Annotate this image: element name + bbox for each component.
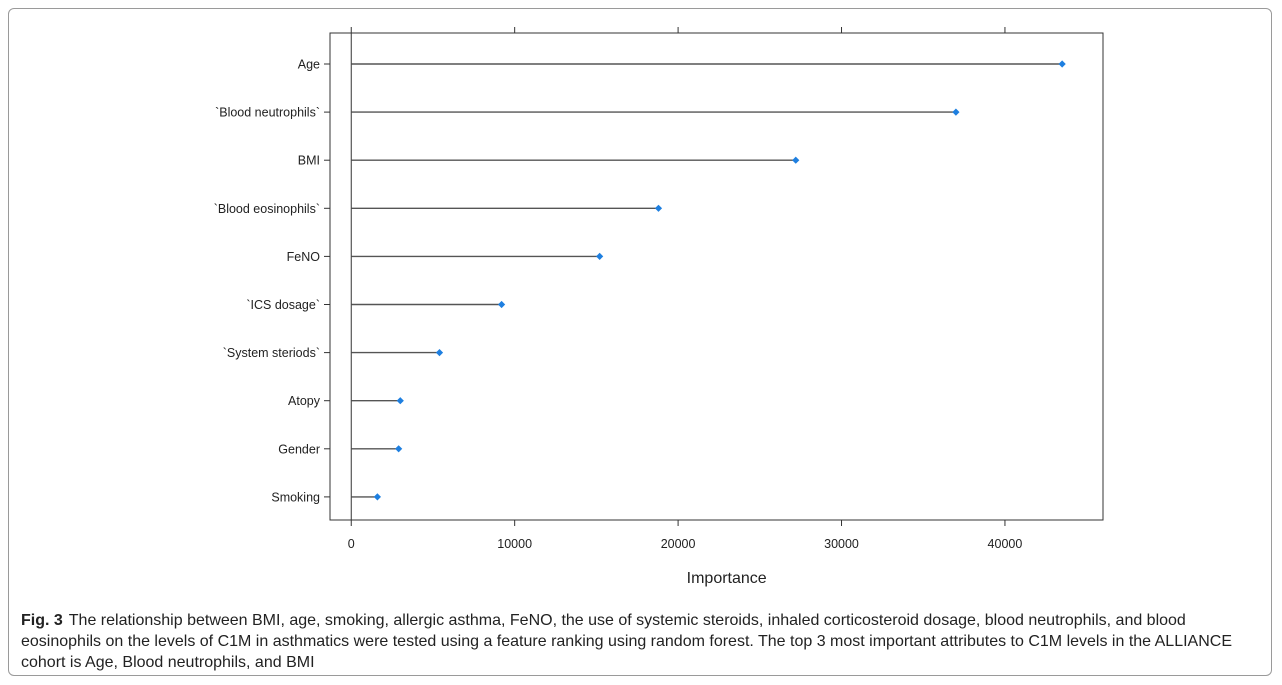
- category-label: `Blood neutrophils`: [215, 106, 320, 120]
- category-label: `Blood eosinophils`: [214, 202, 320, 216]
- lollipop-point: [792, 156, 800, 164]
- lollipop-point: [497, 300, 506, 309]
- x-tick-label: 0: [348, 537, 355, 551]
- lollipop-point: [396, 397, 404, 405]
- lollipop-marks: [351, 60, 1066, 501]
- caption-text: The relationship between BMI, age, smoki…: [21, 612, 1232, 671]
- lollipop-point: [952, 108, 960, 116]
- category-label: `System steriods`: [223, 346, 320, 360]
- x-axis: 0 10000 20000 30000 40000: [348, 520, 1023, 551]
- lollipop-point: [373, 493, 381, 501]
- x-axis-label: Importance: [687, 570, 767, 587]
- category-label: `ICS dosage`: [246, 298, 320, 312]
- x-tick-label: 10000: [497, 537, 532, 551]
- figure-caption: Fig. 3 The relationship between BMI, age,…: [21, 610, 1256, 673]
- x-tick-label: 20000: [661, 537, 696, 551]
- plot-area: [329, 32, 1104, 521]
- figure-label: Fig. 3: [21, 612, 63, 629]
- category-label: BMI: [298, 154, 320, 168]
- lollipop-point: [654, 204, 663, 212]
- lollipop-point: [435, 349, 444, 357]
- top-axis-ticks: [350, 27, 1006, 33]
- importance-chart: 0 10000 20000 30000 40000 Age `Blood neutroph…: [214, 27, 1104, 587]
- figure-frame: [8, 8, 1272, 676]
- x-tick-label: 30000: [824, 537, 859, 551]
- y-axis-categories: Age `Blood neutrophils` BMI `Blood eosinoph…: [214, 58, 330, 504]
- category-label: FeNO: [287, 250, 321, 264]
- category-label: Atopy: [288, 394, 321, 408]
- category-label: Smoking: [271, 490, 320, 504]
- category-label: Age: [298, 58, 320, 72]
- x-tick-label: 40000: [988, 537, 1023, 551]
- lollipop-point: [596, 252, 604, 260]
- lollipop-point: [1058, 60, 1066, 68]
- lollipop-point: [395, 445, 403, 453]
- category-label: Gender: [278, 442, 320, 456]
